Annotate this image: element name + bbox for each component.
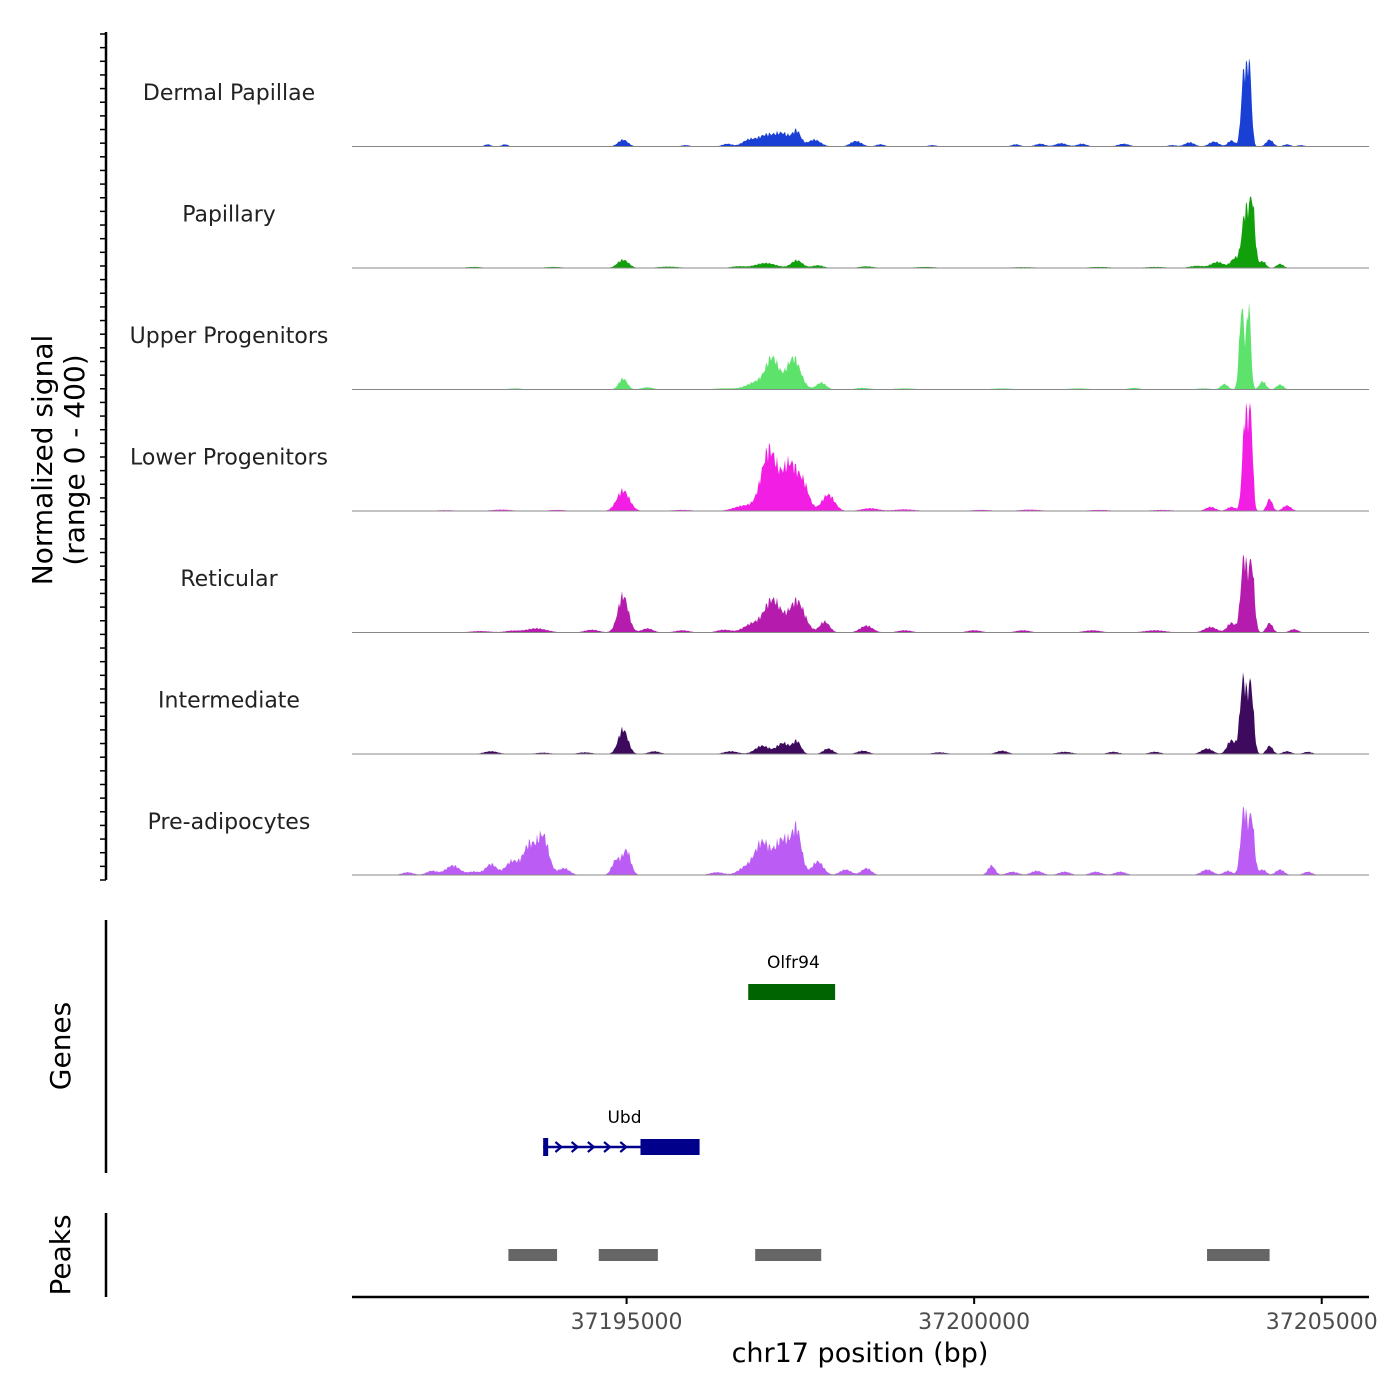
signal-area [352, 58, 1369, 147]
signal-axis [100, 32, 108, 881]
peak-region [508, 1249, 558, 1261]
signal-area [352, 302, 1369, 390]
strand-arrow-icon [619, 1141, 628, 1153]
genes-panel-label: Genes [44, 1002, 77, 1090]
strand-arrow-icon [570, 1141, 580, 1153]
x-axis-title: chr17 position (bp) [732, 1338, 989, 1369]
strand-arrow-icon [587, 1141, 596, 1153]
track-reticular: Reticular [180, 554, 1369, 633]
track-intermediate: Intermediate [158, 672, 1369, 755]
signal-area [352, 806, 1369, 875]
strand-arrow-icon [603, 1141, 612, 1153]
signal-area [352, 672, 1369, 754]
tracks-layer: Dermal Papillae Papillary Upper Progenitor… [130, 58, 1369, 876]
gene-label: Olfr94 [767, 953, 820, 973]
x-tick-label: 37200000 [918, 1310, 1030, 1335]
track-label: Papillary [182, 203, 276, 228]
track-label: Dermal Papillae [143, 81, 315, 106]
track-lower-progenitors: Lower Progenitors [130, 402, 1369, 512]
track-label: Pre-adipocytes [148, 810, 311, 835]
track-dermal-papillae: Dermal Papillae [143, 58, 1369, 147]
y-axis-title-line1: Normalized signal [26, 335, 59, 586]
track-label: Reticular [180, 567, 278, 592]
gene-ubd: Ubd [543, 1108, 700, 1156]
peak-region [1207, 1249, 1270, 1261]
gene-label: Ubd [607, 1108, 641, 1128]
genes-panel: Olfr94 Ubd [104, 920, 836, 1173]
y-axis-title-line2: (range 0 - 400) [58, 354, 91, 565]
track-pre-adipocytes: Pre-adipocytes [148, 806, 1369, 876]
track-papillary: Papillary [182, 196, 1369, 269]
track-label: Lower Progenitors [130, 446, 328, 471]
signal-area [352, 402, 1369, 511]
strand-arrow-icon [554, 1141, 564, 1153]
gene-olfr94: Olfr94 [748, 953, 836, 1000]
gene-exon [543, 1138, 549, 1156]
x-tick-label: 37205000 [1266, 1310, 1378, 1335]
gene-cds-block [640, 1139, 700, 1155]
track-label: Intermediate [158, 689, 300, 714]
peak-region [598, 1249, 658, 1261]
gene-cds-block [748, 984, 836, 1000]
signal-area [352, 554, 1369, 633]
track-upper-progenitors: Upper Progenitors [130, 302, 1369, 390]
signal-area [352, 196, 1369, 268]
x-tick-label: 37195000 [571, 1310, 683, 1335]
peak-region [755, 1249, 822, 1261]
peaks-panel [104, 1213, 1270, 1297]
peaks-panel-label: Peaks [44, 1214, 77, 1295]
track-label: Upper Progenitors [130, 324, 329, 349]
x-axis: 37195000 37200000 37205000 [352, 1295, 1378, 1335]
